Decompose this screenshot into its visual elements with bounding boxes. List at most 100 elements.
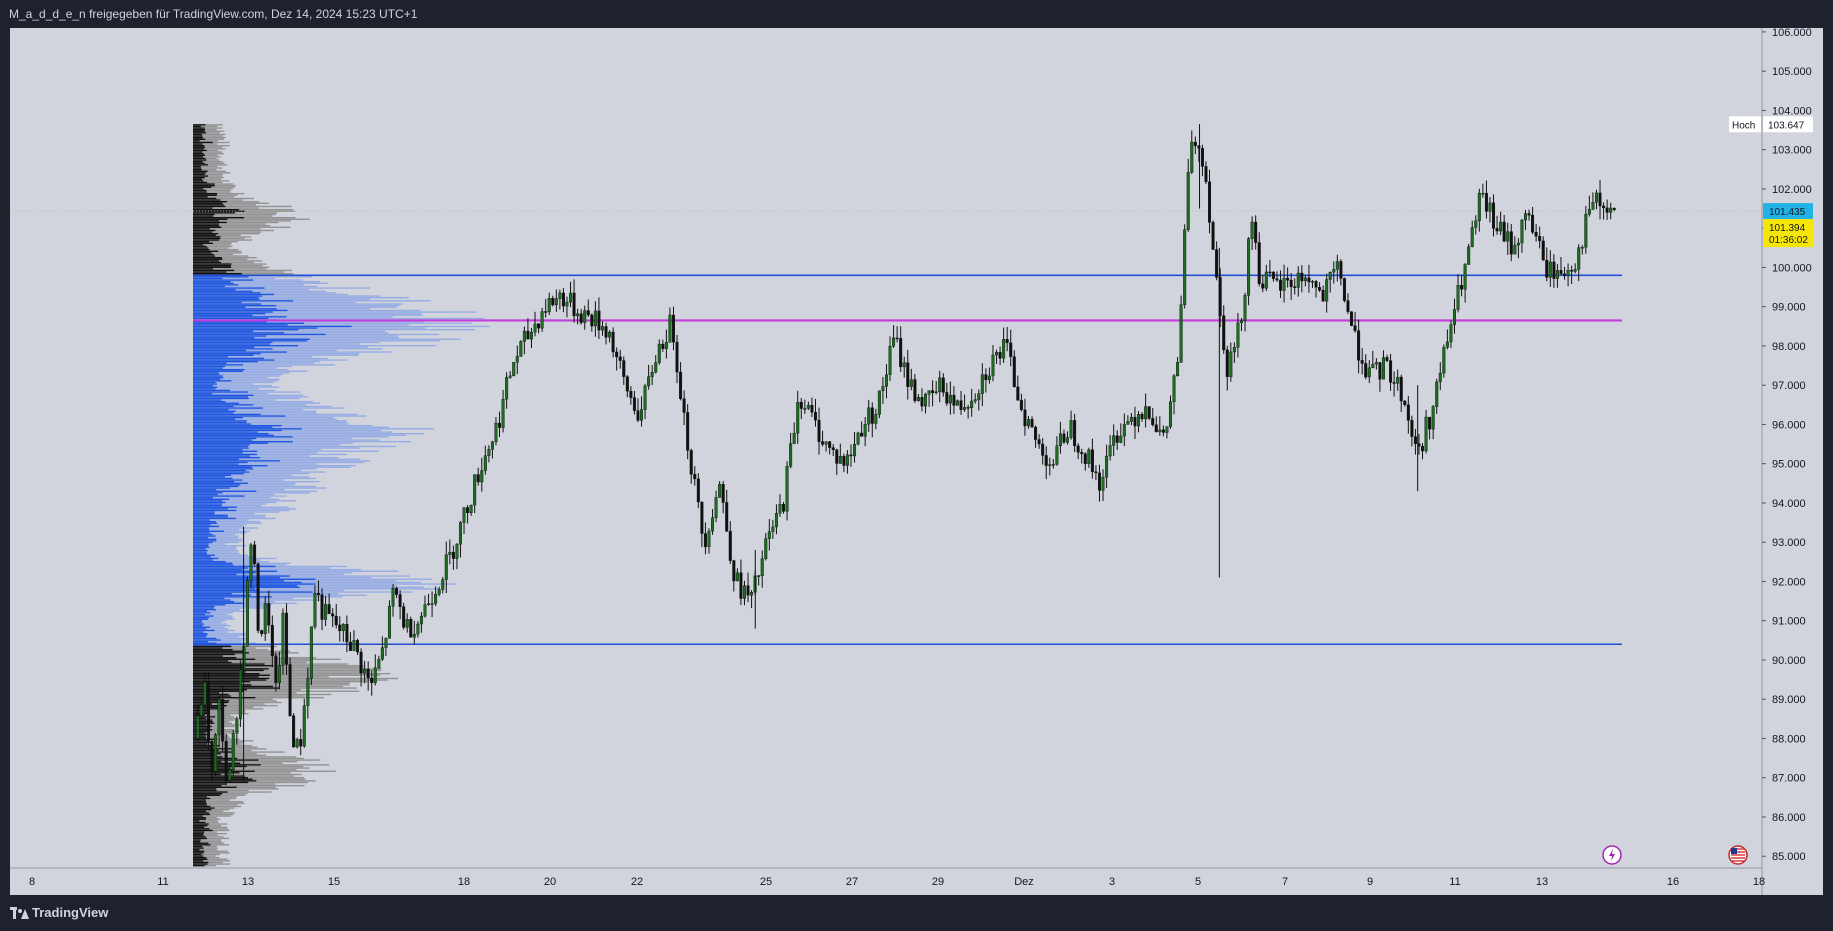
candle: [1204, 161, 1208, 185]
candle: [799, 397, 803, 419]
profile-bar-buy: [193, 167, 202, 169]
candle-body: [558, 292, 562, 299]
candle: [238, 660, 242, 728]
candle: [1584, 205, 1588, 254]
candle: [874, 408, 878, 430]
profile-bar-total: [193, 247, 229, 249]
profile-bar-total: [193, 800, 244, 803]
candle-body: [221, 699, 225, 742]
candle: [906, 349, 910, 400]
profile-bar-buy: [193, 133, 202, 136]
profile-bar-buy: [193, 282, 234, 284]
candle: [1431, 405, 1435, 440]
candle-body: [1087, 449, 1091, 464]
profile-bar-buy: [193, 808, 212, 811]
candle: [1484, 180, 1488, 219]
profile-bar-buy: [193, 303, 262, 305]
candle: [764, 532, 768, 561]
candle-body: [547, 298, 551, 313]
profile-bar-buy: [193, 392, 212, 395]
candle-body: [853, 443, 857, 457]
horizontal-levels[interactable]: [10, 210, 1762, 646]
candle: [806, 401, 810, 411]
candle: [1470, 220, 1474, 248]
candle: [838, 443, 842, 464]
profile-bar-total: [193, 653, 281, 656]
profile-bar-buy: [193, 855, 204, 857]
candle-body: [938, 377, 942, 393]
candle: [1467, 243, 1471, 265]
us-flag-icon[interactable]: [1728, 845, 1748, 865]
profile-bar-buy: [193, 316, 287, 318]
profile-bar-buy: [193, 157, 206, 160]
candle: [1481, 183, 1485, 198]
candle-body: [1516, 242, 1520, 246]
candle: [1371, 350, 1375, 369]
profile-bar-total: [193, 663, 348, 665]
last-price-value: 101.394: [1769, 223, 1806, 234]
profile-bar-buy: [193, 578, 316, 580]
candle: [366, 661, 370, 691]
price-chart[interactable]: 106.000105.000104.000103.000102.000101.0…: [10, 28, 1823, 895]
profile-bar-buy: [193, 597, 225, 600]
candle-body: [320, 594, 324, 620]
candle: [1119, 423, 1123, 444]
candle-body: [1470, 227, 1474, 247]
candle-body: [874, 414, 878, 424]
tradingview-logo[interactable]: TradingView: [10, 905, 108, 920]
time-axis[interactable]: 8 11 13 15 18 20 22 25 27 29 Dez 3 5 7 9 11 13 16 18: [10, 867, 1765, 888]
candle: [1424, 409, 1428, 454]
candle-body: [899, 338, 903, 368]
candle: [476, 467, 480, 486]
lightning-icon[interactable]: [1602, 845, 1622, 865]
profile-bar-buy: [193, 799, 206, 801]
profile-bar-buy: [193, 356, 228, 358]
candle-body: [1396, 376, 1400, 384]
profile-bar-total: [193, 362, 314, 364]
candle-body: [292, 715, 296, 748]
price-axis[interactable]: 106.000105.000104.000103.000102.000101.0…: [1761, 28, 1812, 895]
candle: [707, 528, 711, 554]
candle-body: [1165, 426, 1169, 433]
profile-bar-buy: [193, 285, 225, 288]
candle: [338, 616, 342, 642]
profile-bar-buy: [193, 856, 207, 859]
candle: [384, 637, 388, 656]
candle: [1129, 412, 1133, 426]
chart-pane[interactable]: 106.000105.000104.000103.000102.000101.0…: [10, 28, 1823, 895]
candle-body: [1303, 277, 1307, 282]
candle-body: [231, 733, 235, 771]
profile-bar-buy: [193, 629, 215, 632]
profile-bar-total: [193, 839, 221, 841]
chart-icons[interactable]: [1602, 845, 1748, 865]
profile-bar-total: [193, 421, 348, 424]
profile-bar-buy: [193, 466, 252, 468]
candle-body: [1026, 419, 1030, 427]
profile-bar-total: [193, 557, 277, 560]
profile-bar-buy: [193, 724, 207, 726]
profile-bar-total: [193, 823, 228, 825]
candle-body: [1474, 220, 1478, 228]
profile-bar-total: [193, 208, 294, 211]
candle-body: [1541, 240, 1545, 261]
time-tick-label: 29: [932, 876, 944, 888]
profile-bar-buy: [193, 135, 203, 137]
candle: [1385, 354, 1389, 363]
profile-bar-total: [193, 693, 332, 696]
profile-bar-buy: [193, 252, 212, 254]
profile-bar-buy: [193, 357, 264, 360]
candle-body: [1421, 446, 1425, 452]
profile-bar-total: [193, 703, 265, 705]
candle: [948, 381, 952, 415]
profile-bar-total: [193, 282, 328, 284]
profile-bar-total: [193, 682, 350, 684]
profile-bar-total: [193, 658, 341, 660]
profile-bar-buy: [193, 469, 246, 472]
profile-bar-buy: [193, 352, 261, 355]
profile-bar-buy: [193, 341, 273, 344]
candle: [373, 654, 377, 686]
candle: [444, 541, 448, 594]
profile-bar-total: [193, 314, 423, 316]
candle-body: [1172, 375, 1176, 403]
candle: [1144, 393, 1148, 428]
